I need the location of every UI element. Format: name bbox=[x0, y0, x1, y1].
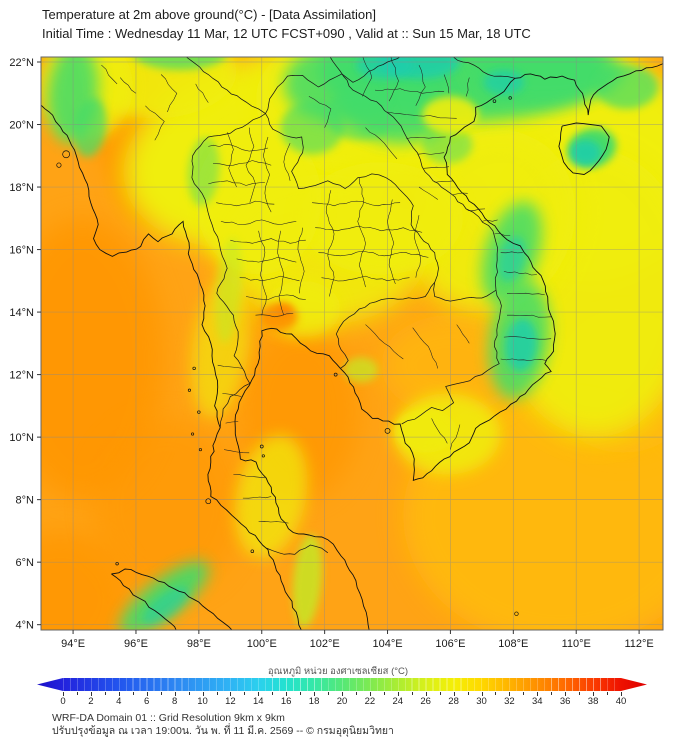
colorbar-tick-mark bbox=[104, 692, 106, 695]
colorbar-tick-mark bbox=[383, 692, 385, 695]
colorbar-title: อุณหภูมิ หน่วย องศาเซลเซียส (°C) bbox=[267, 666, 409, 677]
colorbar bbox=[37, 678, 647, 691]
lon-tick-label: 106°E bbox=[435, 638, 465, 650]
colorbar-tick-mark bbox=[77, 692, 78, 695]
lon-tick-label: 102°E bbox=[310, 638, 340, 650]
colorbar-tick-mark bbox=[495, 692, 497, 695]
lat-tick-label: 22°N bbox=[9, 57, 34, 69]
lon-tick-label: 98°E bbox=[187, 638, 211, 650]
lat-tick-label: 14°N bbox=[9, 307, 34, 319]
temperature-field bbox=[41, 57, 663, 630]
lon-tick-label: 94°E bbox=[61, 638, 85, 650]
boundaries bbox=[41, 57, 663, 630]
colorbar-tick-mark bbox=[90, 692, 92, 696]
colorbar-tick-mark bbox=[174, 692, 176, 696]
page-title: Temperature at 2m above ground(°C) - [Da… bbox=[42, 7, 376, 22]
colorbar-tick-mark bbox=[132, 692, 134, 695]
colorbar-tick-mark bbox=[328, 692, 330, 695]
colorbar-tick-label: 40 bbox=[615, 696, 627, 707]
lon-tick-label: 100°E bbox=[247, 638, 277, 650]
colorbar-tick-label: 4 bbox=[116, 696, 122, 707]
colorbar-tick-mark bbox=[607, 692, 608, 695]
lat-tick-label: 18°N bbox=[9, 182, 34, 194]
colorbar-tick-mark bbox=[342, 692, 343, 696]
colorbar-tick-mark bbox=[314, 692, 316, 696]
colorbar-tick-mark bbox=[439, 692, 441, 695]
footer-domain-info: WRF-DA Domain 01 :: Grid Resolution 9km … bbox=[52, 712, 285, 724]
lat-tick-label: 4°N bbox=[16, 620, 35, 632]
colorbar-tick-mark bbox=[593, 692, 595, 696]
colorbar-tick-label: 12 bbox=[225, 696, 236, 707]
colorbar-tick-mark bbox=[202, 692, 204, 696]
colorbar-tick-label: 20 bbox=[336, 696, 348, 707]
colorbar-tick-label: 16 bbox=[280, 696, 292, 707]
colorbar-ticks: 0 2 4 6 8 10 12 14 16 18 20 22 24 26 28 30 32 34 36 38 40 bbox=[37, 692, 647, 708]
lat-tick-label: 10°N bbox=[9, 432, 34, 444]
colorbar-segment-lines bbox=[63, 678, 621, 691]
colorbar-tick-mark bbox=[355, 692, 357, 695]
lat-tick-label: 12°N bbox=[9, 370, 34, 382]
lon-tick-label: 110°E bbox=[562, 638, 591, 650]
lon-tick-label: 104°E bbox=[372, 638, 402, 650]
colorbar-tick-mark bbox=[397, 692, 399, 696]
lon-tick-label: 108°E bbox=[498, 638, 528, 650]
colorbar-tick-mark bbox=[216, 692, 218, 695]
colorbar-tick-label: 30 bbox=[476, 696, 487, 707]
colorbar-tick-mark bbox=[481, 692, 483, 696]
lat-tick-label: 8°N bbox=[16, 495, 35, 507]
colorbar-tick-mark bbox=[244, 692, 246, 695]
colorbar-tick-mark bbox=[579, 692, 581, 695]
colorbar-tick-mark bbox=[467, 692, 469, 695]
colorbar-tick-mark bbox=[118, 692, 120, 696]
colorbar-tick-mark bbox=[537, 692, 539, 696]
axis-labels: 22°N 20°N 18°N 16°N 14°N 12°N 10°N 8°N 6°N 4°N 94°… bbox=[9, 57, 653, 650]
colorbar-tick-label: 34 bbox=[532, 696, 543, 707]
colorbar-tick-mark bbox=[621, 692, 622, 696]
colorbar-tick-label: 18 bbox=[308, 696, 320, 707]
lon-tick-label: 96°E bbox=[124, 638, 148, 650]
colorbar-gradient bbox=[37, 678, 647, 691]
graticule bbox=[41, 57, 663, 630]
colorbar-tick-label: 36 bbox=[559, 696, 571, 707]
colorbar-tick-mark bbox=[63, 692, 64, 696]
colorbar-tick-mark bbox=[453, 692, 455, 696]
colorbar-tick-label: 32 bbox=[504, 696, 515, 707]
colorbar-tick-mark bbox=[160, 692, 162, 695]
lat-tick-label: 16°N bbox=[9, 245, 34, 257]
colorbar-tick-mark bbox=[258, 692, 260, 696]
colorbar-tick-mark bbox=[565, 692, 567, 696]
colorbar-tick-label: 22 bbox=[364, 696, 376, 707]
colorbar-tick-mark bbox=[369, 692, 371, 696]
colorbar-tick-label: 28 bbox=[448, 696, 459, 707]
colorbar-tick-label: 2 bbox=[88, 696, 94, 707]
colorbar-tick-mark bbox=[188, 692, 190, 695]
colorbar-tick-mark bbox=[286, 692, 288, 696]
colorbar-tick-label: 38 bbox=[587, 696, 599, 707]
colorbar-tick-mark bbox=[300, 692, 302, 695]
colorbar-tick-mark bbox=[230, 692, 232, 696]
page-subtitle: Initial Time : Wednesday 11 Mar, 12 UTC … bbox=[42, 26, 531, 41]
footer-update-info: ปรับปรุงข้อมูล ณ เวลา 19:00น. วัน พ. ที่… bbox=[52, 725, 394, 737]
colorbar-tick-label: 10 bbox=[197, 696, 208, 707]
colorbar-tick-mark bbox=[509, 692, 511, 696]
colorbar-tick-label: 26 bbox=[420, 696, 431, 707]
colorbar-tick-mark bbox=[551, 692, 553, 695]
colorbar-tick-label: 24 bbox=[392, 696, 404, 707]
colorbar-tick-mark bbox=[425, 692, 427, 696]
colorbar-tick-label: 8 bbox=[171, 696, 178, 707]
lat-tick-label: 6°N bbox=[16, 557, 35, 569]
colorbar-tick-label: 14 bbox=[253, 696, 264, 707]
lat-tick-label: 20°N bbox=[9, 120, 34, 132]
colorbar-tick-mark bbox=[272, 692, 274, 695]
colorbar-tick-label: 6 bbox=[144, 696, 150, 707]
lon-tick-label: 112°E bbox=[624, 638, 653, 650]
temperature-map: 22°N 20°N 18°N 16°N 14°N 12°N 10°N 8°N 6°N 4°N 94°… bbox=[9, 56, 664, 650]
colorbar-tick-label: 0 bbox=[60, 696, 66, 707]
colorbar-tick-mark bbox=[523, 692, 525, 695]
map-frame bbox=[40, 56, 664, 631]
colorbar-tick-mark bbox=[146, 692, 148, 696]
colorbar-tick-mark bbox=[411, 692, 413, 695]
